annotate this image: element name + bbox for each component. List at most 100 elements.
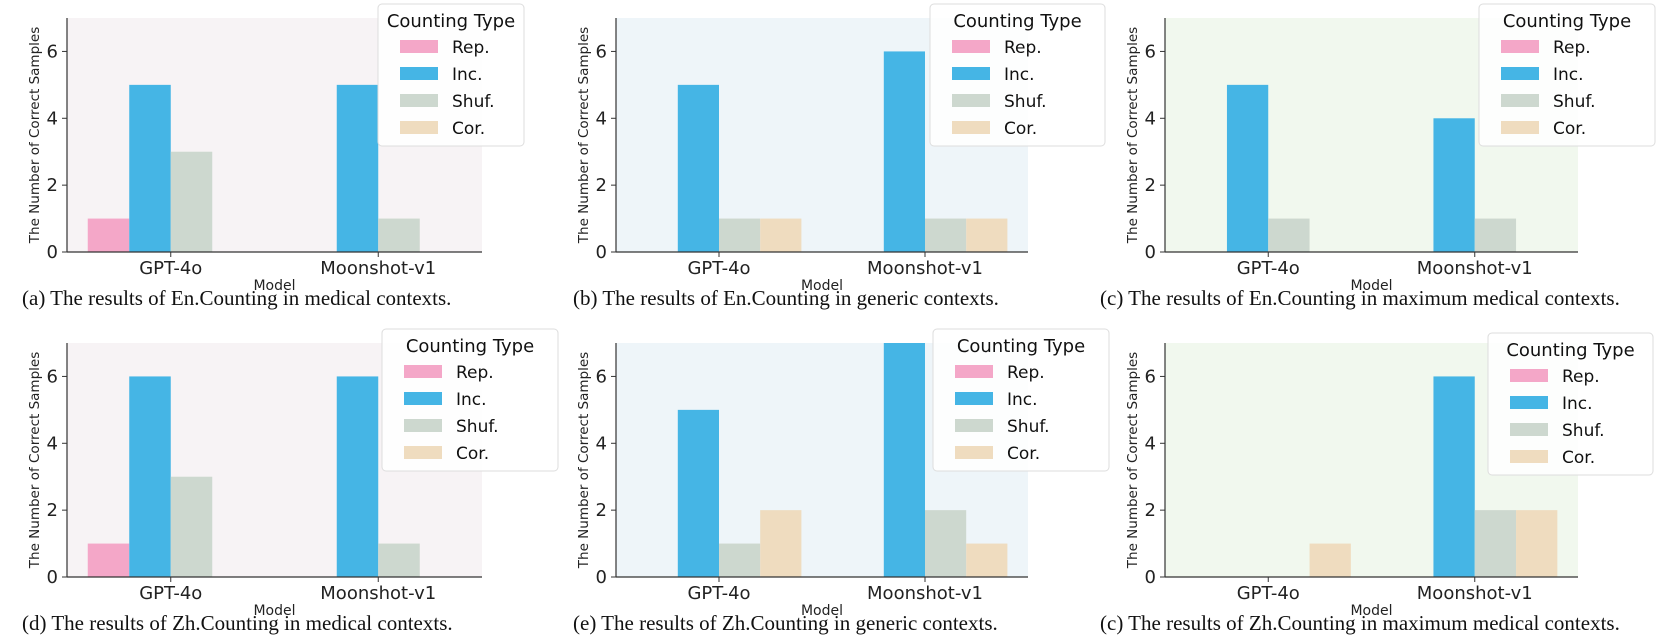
panel-caption: (c) The results of En.Counting in maximu… bbox=[1100, 286, 1620, 310]
panel-caption: (b) The results of En.Counting in generi… bbox=[573, 286, 999, 310]
legend-label: Rep. bbox=[1007, 363, 1045, 383]
legend-swatch bbox=[404, 419, 442, 432]
bar-inc-moonshotv1 bbox=[1433, 118, 1475, 253]
bar-shuf-gpt4o bbox=[719, 218, 761, 252]
legend-box bbox=[377, 3, 525, 147]
bar-cor-gpt4o bbox=[1309, 543, 1351, 577]
legend-label: Cor. bbox=[1562, 448, 1595, 468]
legend-box bbox=[929, 3, 1106, 147]
y-tick-label: 0 bbox=[1145, 242, 1156, 263]
bar-shuf-gpt4o bbox=[719, 543, 761, 577]
legend-swatch bbox=[952, 94, 990, 107]
x-axis-label: Model bbox=[801, 278, 843, 294]
legend-label: Cor. bbox=[1004, 119, 1037, 139]
bar-inc-gpt4o bbox=[129, 376, 171, 577]
legend-swatch bbox=[955, 446, 993, 459]
bar-cor-moonshotv1 bbox=[966, 543, 1008, 577]
legend-label: Cor. bbox=[1553, 119, 1586, 139]
y-tick-label: 6 bbox=[596, 366, 607, 387]
x-axis-label: Model bbox=[1350, 278, 1392, 294]
legend: Counting Type Rep. Inc. Shuf. Cor. bbox=[381, 328, 559, 472]
legend-label: Shuf. bbox=[1562, 421, 1605, 441]
legend-swatch bbox=[1501, 94, 1539, 107]
bar-inc-gpt4o bbox=[677, 84, 719, 252]
bar-shuf-moonshotv1 bbox=[378, 543, 420, 577]
legend-label: Shuf. bbox=[1553, 92, 1596, 112]
x-axis-label: Model bbox=[253, 278, 295, 294]
bar-inc-gpt4o bbox=[1226, 84, 1269, 252]
y-tick-label: 6 bbox=[47, 41, 58, 62]
x-tick-label: GPT-4o bbox=[1237, 258, 1300, 279]
legend-swatch bbox=[404, 446, 442, 459]
bar-inc-gpt4o bbox=[129, 84, 171, 252]
legend-swatch bbox=[404, 365, 442, 378]
bar-inc-moonshotv1 bbox=[883, 51, 925, 252]
x-tick-label: GPT-4o bbox=[687, 583, 750, 604]
bar-shuf-moonshotv1 bbox=[1474, 510, 1517, 577]
y-tick-label: 6 bbox=[1145, 366, 1156, 387]
legend-label: Shuf. bbox=[452, 92, 495, 112]
legend-label: Rep. bbox=[1562, 367, 1600, 387]
bar-inc-moonshotv1 bbox=[883, 343, 925, 577]
legend-label: Cor. bbox=[456, 444, 489, 464]
legend-box bbox=[1487, 332, 1654, 476]
y-tick-label: 2 bbox=[47, 500, 58, 521]
legend-label: Inc. bbox=[452, 65, 483, 85]
legend-box bbox=[381, 328, 559, 472]
bar-shuf-gpt4o bbox=[1268, 218, 1310, 252]
legend-label: Cor. bbox=[1007, 444, 1040, 464]
legend-title: Counting Type bbox=[957, 336, 1085, 357]
chart-panel-2: GPT-4o Moonshot-v1 0 2 4 6 Model The Number of … bbox=[573, 3, 1106, 310]
y-tick-label: 0 bbox=[47, 242, 58, 263]
legend-swatch bbox=[400, 94, 438, 107]
y-tick-label: 0 bbox=[1145, 567, 1156, 588]
bar-shuf-gpt4o bbox=[170, 476, 213, 577]
legend-label: Rep. bbox=[1553, 38, 1591, 58]
chart-panel-5: GPT-4o Moonshot-v1 0 2 4 6 Model The Number of … bbox=[573, 328, 1110, 635]
x-tick-label: Moonshot-v1 bbox=[1417, 258, 1533, 279]
legend-swatch bbox=[955, 392, 993, 405]
legend-swatch bbox=[400, 67, 438, 80]
legend-title: Counting Type bbox=[406, 336, 534, 357]
legend-swatch bbox=[955, 419, 993, 432]
legend-swatch bbox=[1510, 450, 1548, 463]
legend-swatch bbox=[955, 365, 993, 378]
legend-label: Inc. bbox=[1004, 65, 1035, 85]
y-tick-label: 2 bbox=[47, 175, 58, 196]
legend-label: Rep. bbox=[1004, 38, 1042, 58]
legend-box bbox=[932, 328, 1110, 472]
bar-shuf-gpt4o bbox=[170, 151, 213, 252]
legend-swatch bbox=[952, 121, 990, 134]
legend: Counting Type Rep. Inc. Shuf. Cor. bbox=[1487, 332, 1654, 476]
y-tick-label: 4 bbox=[596, 433, 607, 454]
x-axis-label: Model bbox=[253, 603, 295, 619]
legend-label: Shuf. bbox=[1004, 92, 1047, 112]
y-tick-label: 2 bbox=[596, 175, 607, 196]
y-tick-label: 2 bbox=[1145, 500, 1156, 521]
chart-panel-4: GPT-4o Moonshot-v1 0 2 4 6 Model The Number of … bbox=[22, 328, 559, 635]
x-tick-label: GPT-4o bbox=[1237, 583, 1300, 604]
x-tick-label: Moonshot-v1 bbox=[320, 258, 436, 279]
chart-panel-1: GPT-4o Moonshot-v1 0 2 4 6 Model The Number of … bbox=[22, 3, 525, 310]
legend: Counting Type Rep. Inc. Shuf. Cor. bbox=[932, 328, 1110, 472]
x-tick-label: GPT-4o bbox=[687, 258, 750, 279]
bar-cor-gpt4o bbox=[760, 510, 802, 577]
legend-label: Inc. bbox=[456, 390, 487, 410]
legend-swatch bbox=[400, 121, 438, 134]
chart-panel-6: GPT-4o Moonshot-v1 0 2 4 6 Model The Number of … bbox=[1100, 332, 1654, 635]
panel-caption: (d) The results of Zh.Counting in medica… bbox=[22, 611, 453, 635]
x-tick-label: GPT-4o bbox=[139, 583, 202, 604]
legend-label: Inc. bbox=[1007, 390, 1038, 410]
legend-swatch bbox=[952, 40, 990, 53]
legend: Counting Type Rep. Inc. Shuf. Cor. bbox=[929, 3, 1106, 147]
y-tick-label: 0 bbox=[47, 567, 58, 588]
bar-shuf-moonshotv1 bbox=[1474, 218, 1517, 252]
legend-swatch bbox=[1501, 67, 1539, 80]
legend-title: Counting Type bbox=[953, 11, 1081, 32]
y-tick-label: 4 bbox=[1145, 433, 1156, 454]
legend: Counting Type Rep. Inc. Shuf. Cor. bbox=[1478, 3, 1656, 147]
y-tick-label: 2 bbox=[1145, 175, 1156, 196]
y-tick-label: 4 bbox=[47, 433, 58, 454]
x-tick-label: Moonshot-v1 bbox=[867, 583, 983, 604]
